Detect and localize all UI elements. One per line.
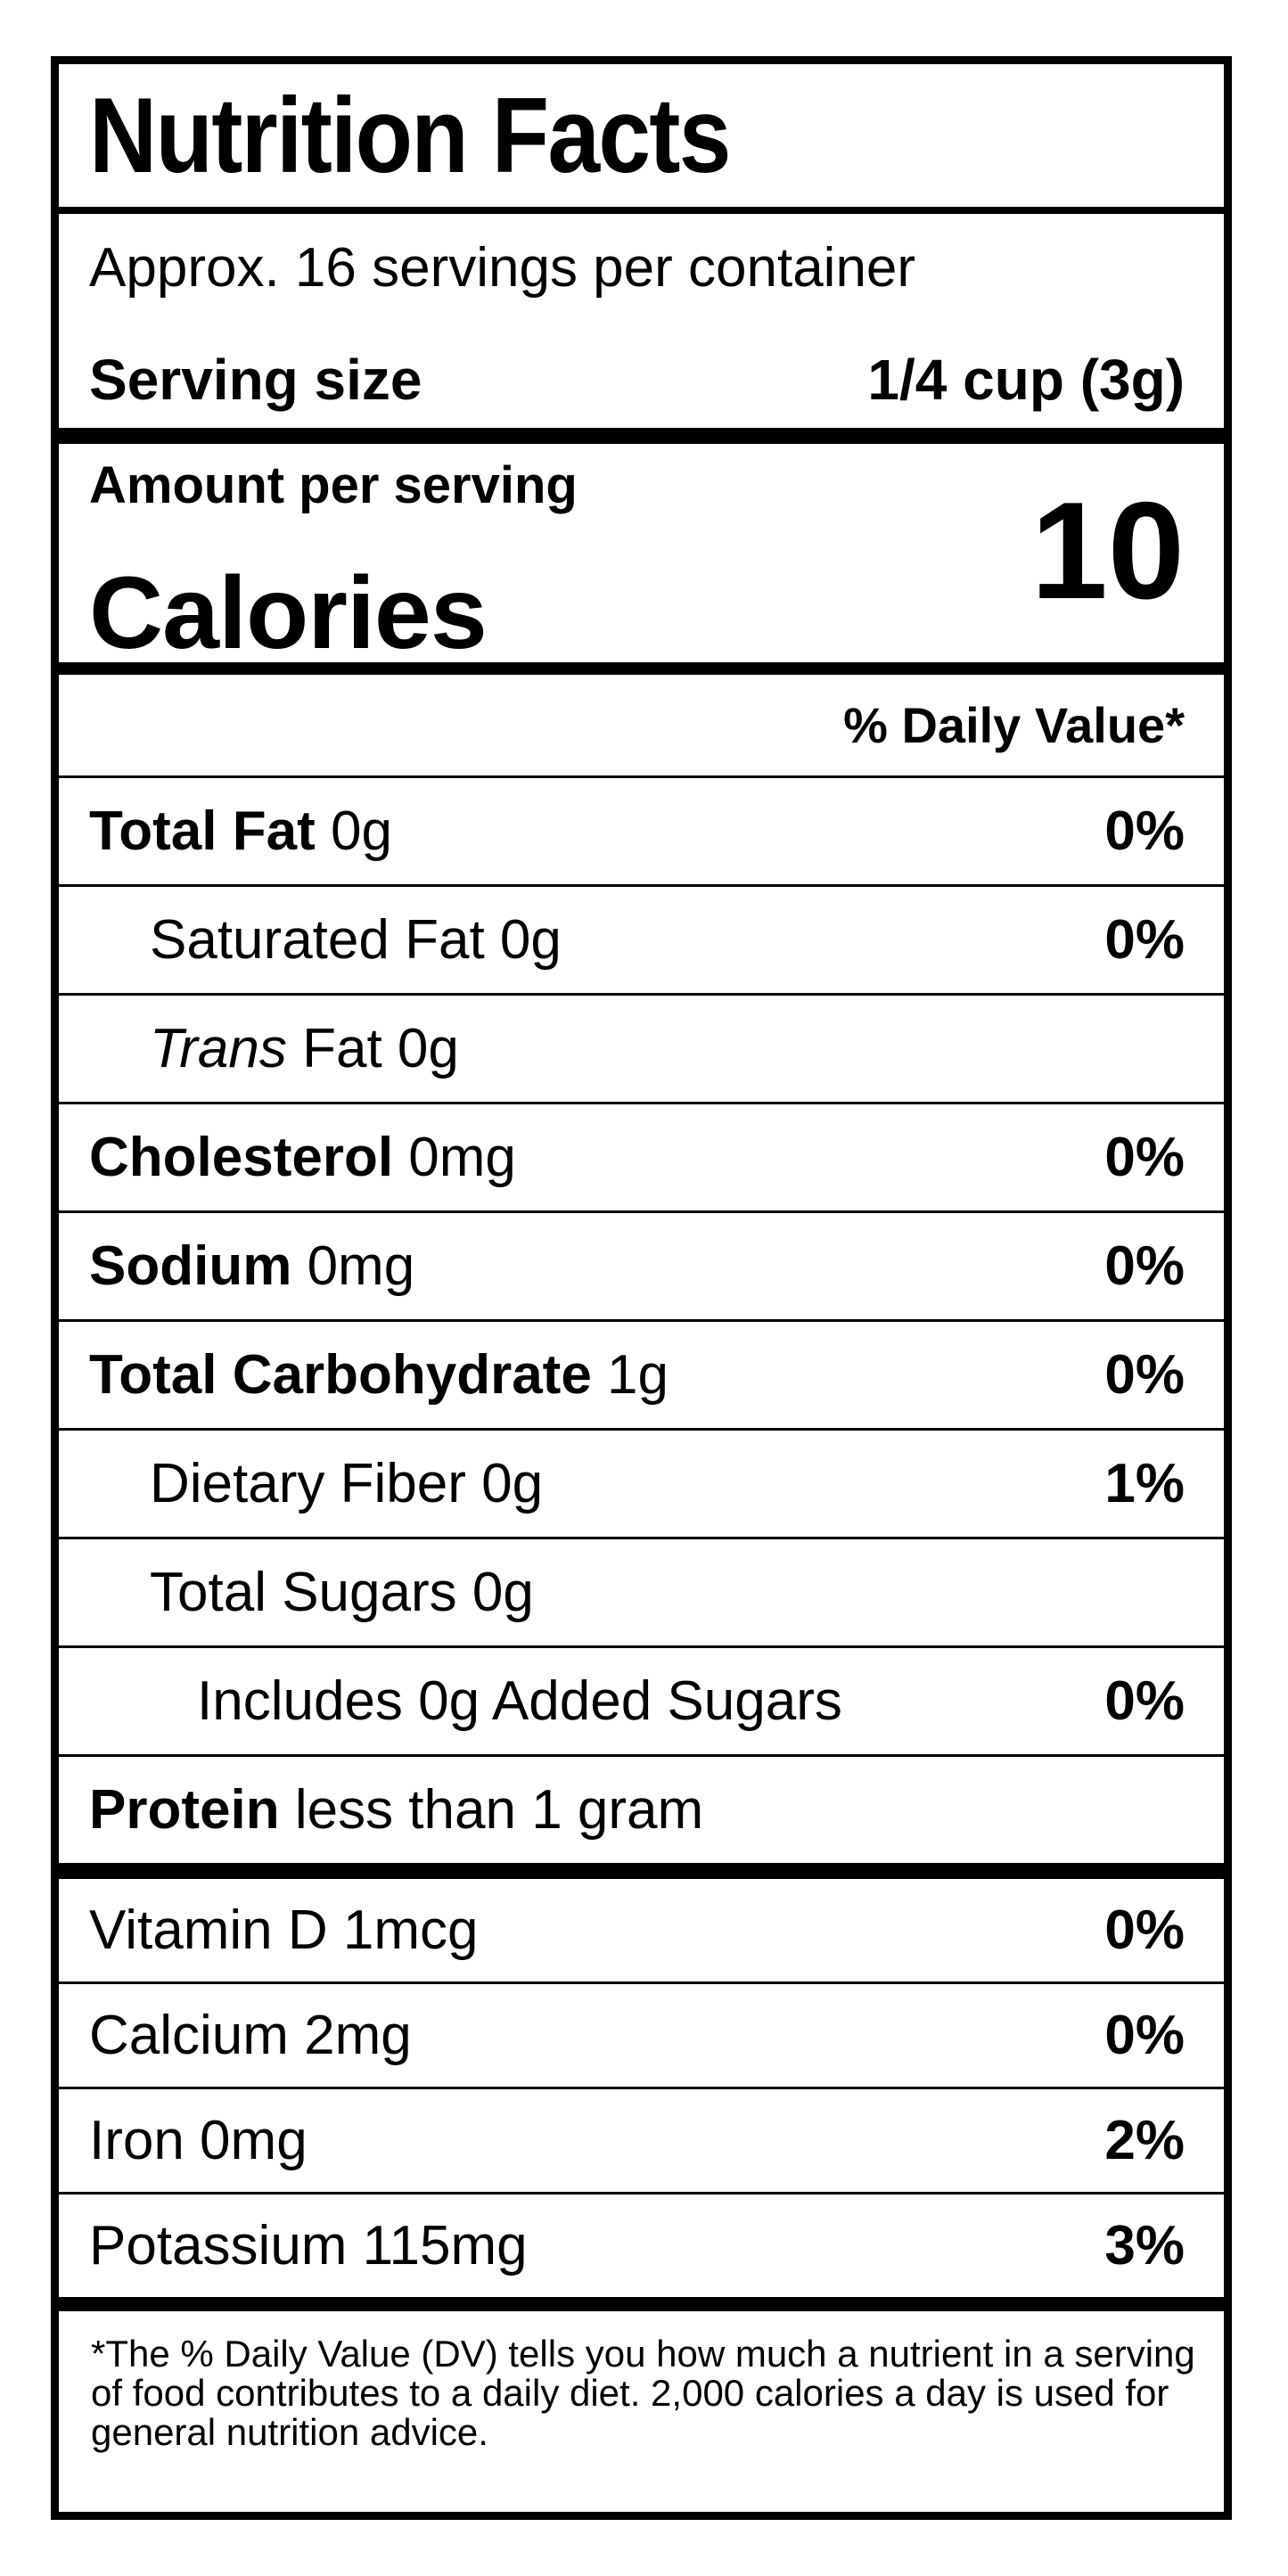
footnote-line: general nutrition advice. [91, 2411, 488, 2453]
vitamin-name: Iron 0mg [89, 2109, 308, 2171]
nutrient-name-amount: Sodium 0mg [89, 1235, 415, 1297]
table-row-iron: Iron 0mg 2% [59, 2087, 1224, 2192]
daily-value-percent: 0% [1104, 1343, 1185, 1406]
daily-value-percent: 0% [1104, 1899, 1185, 1961]
serving-size-value: 1/4 cup (3g) [867, 348, 1185, 412]
serving-size-label: Serving size [89, 348, 422, 412]
daily-value-percent: 1% [1104, 1452, 1185, 1514]
daily-value-percent: 0% [1104, 2004, 1185, 2066]
table-row-potassium: Potassium 115mg 3% [59, 2192, 1224, 2297]
footnote-line: *The % Daily Value (DV) tells you how mu… [91, 2333, 1195, 2375]
table-row-calcium: Calcium 2mg 0% [59, 1981, 1224, 2087]
thick-divider [59, 1863, 1224, 1879]
table-row-cholesterol: Cholesterol 0mg 0% [59, 1102, 1224, 1210]
title-section: Nutrition Facts [59, 64, 1224, 214]
daily-value-percent: 0% [1104, 800, 1185, 862]
daily-value-header: % Daily Value* [843, 697, 1185, 753]
table-row-protein: Protein less than 1 gram [59, 1754, 1224, 1863]
daily-value-percent: 0% [1104, 1126, 1185, 1188]
table-row-total-fat: Total Fat 0g 0% [59, 775, 1224, 884]
calories-word: Calories [89, 556, 488, 670]
nutrient-name-amount: Total Carbohydrate 1g [89, 1343, 669, 1406]
nutrient-name-amount: Total Fat 0g [89, 800, 392, 862]
nutrient-name-amount: Includes 0g Added Sugars [197, 1669, 842, 1732]
label-title: Nutrition Facts [89, 76, 731, 195]
amount-per-serving-heading: Amount per serving [89, 456, 578, 514]
thick-divider [59, 2297, 1224, 2311]
footnote: *The % Daily Value (DV) tells you how mu… [59, 2311, 1224, 2512]
nutrient-rows: Total Fat 0g 0% Saturated Fat 0g 0% Tran… [59, 775, 1224, 1863]
daily-value-percent: 0% [1104, 1235, 1185, 1297]
serving-section: Approx. 16 servings per container Servin… [59, 214, 1224, 428]
servings-per-container: Approx. 16 servings per container [89, 237, 916, 299]
vitamin-name: Vitamin D 1mcg [89, 1899, 479, 1961]
calories-section: Amount per serving Calories 10 [59, 444, 1224, 670]
table-row-saturated-fat: Saturated Fat 0g 0% [59, 884, 1224, 993]
vitamin-name: Calcium 2mg [89, 2004, 412, 2066]
nutrient-name-amount: Protein less than 1 gram [89, 1778, 704, 1841]
table-row-added-sugars: Includes 0g Added Sugars 0% [59, 1645, 1224, 1754]
nutrient-name-amount: Dietary Fiber 0g [150, 1452, 544, 1514]
vitamin-rows: Vitamin D 1mcg 0% Calcium 2mg 0% Iron 0m… [59, 1879, 1224, 2297]
daily-value-percent: 0% [1104, 1669, 1185, 1732]
medium-divider [59, 662, 1224, 675]
thick-divider [59, 428, 1224, 444]
vitamin-name: Potassium 115mg [89, 2214, 528, 2277]
table-row-dietary-fiber: Dietary Fiber 0g 1% [59, 1428, 1224, 1537]
nutrition-facts-label: Nutrition Facts Approx. 16 servings per … [51, 56, 1232, 2520]
table-row-total-sugars: Total Sugars 0g [59, 1537, 1224, 1645]
daily-value-percent: 0% [1104, 908, 1185, 971]
nutrient-name-amount: Trans Fat 0g [150, 1017, 459, 1079]
nutrient-name-amount: Saturated Fat 0g [150, 908, 562, 971]
nutrient-name-amount: Cholesterol 0mg [89, 1126, 516, 1188]
daily-value-percent: 2% [1104, 2109, 1185, 2171]
table-row-trans-fat: Trans Fat 0g [59, 993, 1224, 1102]
daily-value-percent: 3% [1104, 2214, 1185, 2277]
table-row-vitamin-d: Vitamin D 1mcg 0% [59, 1879, 1224, 1981]
table-row-sodium: Sodium 0mg 0% [59, 1210, 1224, 1319]
serving-size-row: Serving size 1/4 cup (3g) [89, 351, 1185, 408]
footnote-line: of food contributes to a daily diet. 2,0… [91, 2372, 1169, 2414]
nutrient-name-amount: Total Sugars 0g [150, 1561, 534, 1623]
table-row-total-carbohydrate: Total Carbohydrate 1g 0% [59, 1319, 1224, 1428]
calories-value: 10 [1030, 473, 1185, 628]
